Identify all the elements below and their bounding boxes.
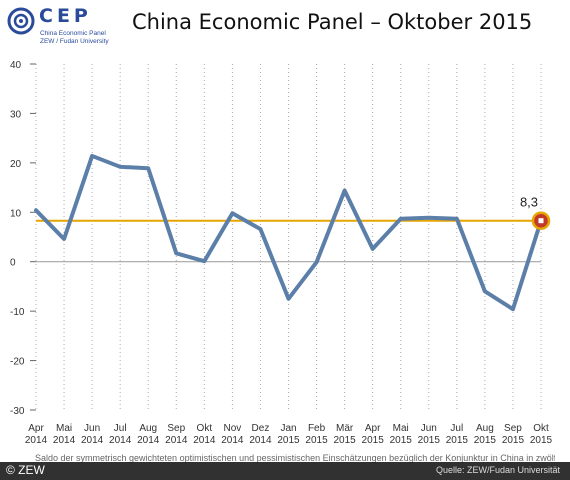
x-tick-year: 2014 — [53, 435, 76, 446]
x-tick-year: 2014 — [165, 435, 188, 446]
copyright: © ZEW — [6, 463, 45, 477]
x-tick-year: 2014 — [221, 435, 244, 446]
y-tick-label: -20 — [10, 357, 25, 368]
x-tick-month: Jul — [114, 423, 127, 434]
x-tick-year: 2015 — [474, 435, 497, 446]
x-tick-year: 2014 — [81, 435, 104, 446]
x-tick-year: 2015 — [530, 435, 553, 446]
y-tick-label: 20 — [10, 159, 22, 170]
x-tick-year: 2015 — [333, 435, 356, 446]
y-tick-label: 40 — [10, 60, 22, 71]
x-tick-year: 2015 — [446, 435, 469, 446]
x-tick-year: 2015 — [362, 435, 385, 446]
data-point — [399, 217, 403, 221]
last-value-marker-core — [538, 218, 544, 224]
footnote: Saldo der symmetrisch gewichteten optimi… — [35, 453, 555, 463]
x-tick-month: Jan — [280, 423, 296, 434]
y-tick-label: 30 — [10, 109, 22, 120]
x-tick-month: Apr — [28, 423, 44, 434]
data-point — [427, 216, 431, 220]
y-tick-label: -10 — [10, 307, 25, 318]
source-credit: Quelle: ZEW/Fudan Universität — [435, 465, 560, 475]
data-point — [174, 251, 178, 255]
x-tick-month: Sep — [504, 423, 522, 434]
x-tick-month: Aug — [476, 423, 494, 434]
x-tick-year: 2014 — [109, 435, 132, 446]
x-tick-month: Nov — [223, 423, 241, 434]
y-axis-ticks: 40 30 20 10 0 -10 -20 -30 — [10, 60, 36, 417]
logo-swirl-icon — [7, 7, 35, 35]
y-tick-label: -30 — [10, 406, 25, 417]
data-point — [287, 297, 290, 301]
x-tick-month: Feb — [308, 423, 326, 434]
x-tick-month: Okt — [197, 423, 213, 434]
data-point — [455, 217, 459, 221]
data-point — [146, 166, 150, 170]
data-point — [62, 237, 66, 241]
x-tick-year: 2015 — [305, 435, 328, 446]
last-value-label: 8,3 — [520, 195, 538, 210]
logo-text: CEP — [39, 5, 92, 27]
x-tick-month: Mai — [393, 423, 409, 434]
x-tick-year: 2014 — [137, 435, 160, 446]
data-point — [202, 259, 206, 263]
data-points — [34, 154, 543, 311]
chart-title: China Economic Panel – Oktober 2015 — [132, 10, 533, 34]
x-tick-month: Dez — [252, 423, 270, 434]
data-point — [483, 289, 487, 293]
x-tick-month: Mär — [336, 423, 354, 434]
x-tick-year: 2014 — [25, 435, 48, 446]
x-tick-year: 2015 — [390, 435, 413, 446]
x-tick-month: Jun — [421, 423, 437, 434]
x-tick-year: 2014 — [193, 435, 216, 446]
data-point — [258, 227, 262, 231]
x-tick-year: 2015 — [502, 435, 525, 446]
x-tick-year: 2015 — [277, 435, 300, 446]
logo-subtitle-2: ZEW / Fudan University — [40, 38, 109, 45]
data-point — [34, 208, 38, 212]
logo-subtitle-1: China Economic Panel — [40, 30, 106, 37]
x-axis-ticks: Apr2014Mai2014Jun2014Jul2014Aug2014Sep20… — [25, 423, 553, 446]
data-point — [315, 260, 319, 264]
cep-logo: CEP China Economic Panel ZEW / Fudan Uni… — [6, 4, 116, 50]
data-point — [118, 165, 122, 169]
y-tick-label: 0 — [10, 258, 16, 269]
data-point — [230, 211, 234, 215]
y-tick-label: 10 — [10, 208, 22, 219]
x-tick-month: Okt — [533, 423, 549, 434]
data-point — [371, 247, 375, 251]
x-tick-month: Jul — [450, 423, 463, 434]
x-tick-month: Mai — [56, 423, 72, 434]
data-point — [511, 307, 515, 311]
data-point — [343, 189, 347, 193]
x-tick-month: Sep — [167, 423, 185, 434]
x-tick-year: 2014 — [249, 435, 272, 446]
data-point — [90, 154, 94, 158]
x-tick-month: Aug — [139, 423, 157, 434]
bottom-bar: © ZEW Quelle: ZEW/Fudan Universität — [0, 462, 570, 480]
x-tick-year: 2015 — [418, 435, 441, 446]
x-tick-month: Jun — [84, 423, 100, 434]
vertical-gridlines — [35, 64, 542, 410]
x-tick-month: Apr — [365, 423, 381, 434]
